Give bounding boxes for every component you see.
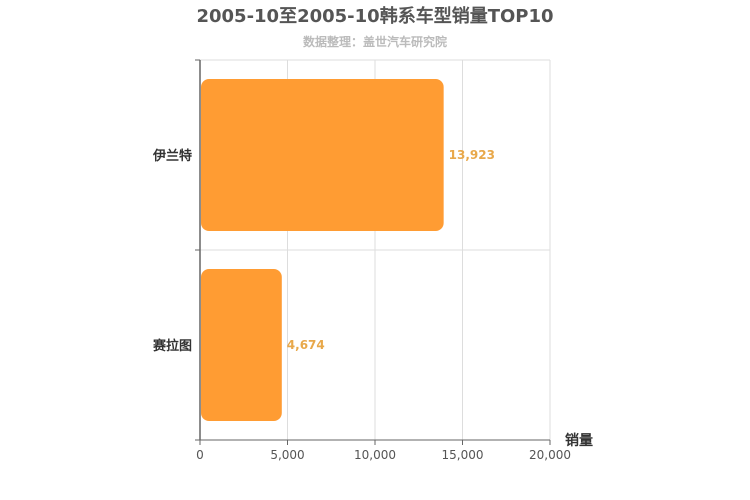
chart-subtitle: 数据整理：盖世汽车研究院 [303,34,447,49]
value-label: 13,923 [449,148,495,162]
x-tick-label: 5,000 [270,448,304,462]
axes: 0 5,000 10,000 15,000 20,000 [195,59,571,462]
x-axis-label: 销量 [565,432,593,449]
bar [201,269,282,421]
bars: 13,923 伊兰特 4,674 赛拉图 [152,79,495,421]
x-tick-label: 20,000 [529,448,571,462]
category-label: 伊兰特 [152,148,192,164]
x-tick-label: 10,000 [354,448,396,462]
category-label: 赛拉图 [152,338,192,354]
value-label: 4,674 [287,338,325,352]
chart-title: 2005-10至2005-10韩系车型销量TOP10 [196,5,553,27]
bar [201,79,444,231]
x-tick-label: 15,000 [442,448,484,462]
x-tick-label: 0 [196,448,204,462]
